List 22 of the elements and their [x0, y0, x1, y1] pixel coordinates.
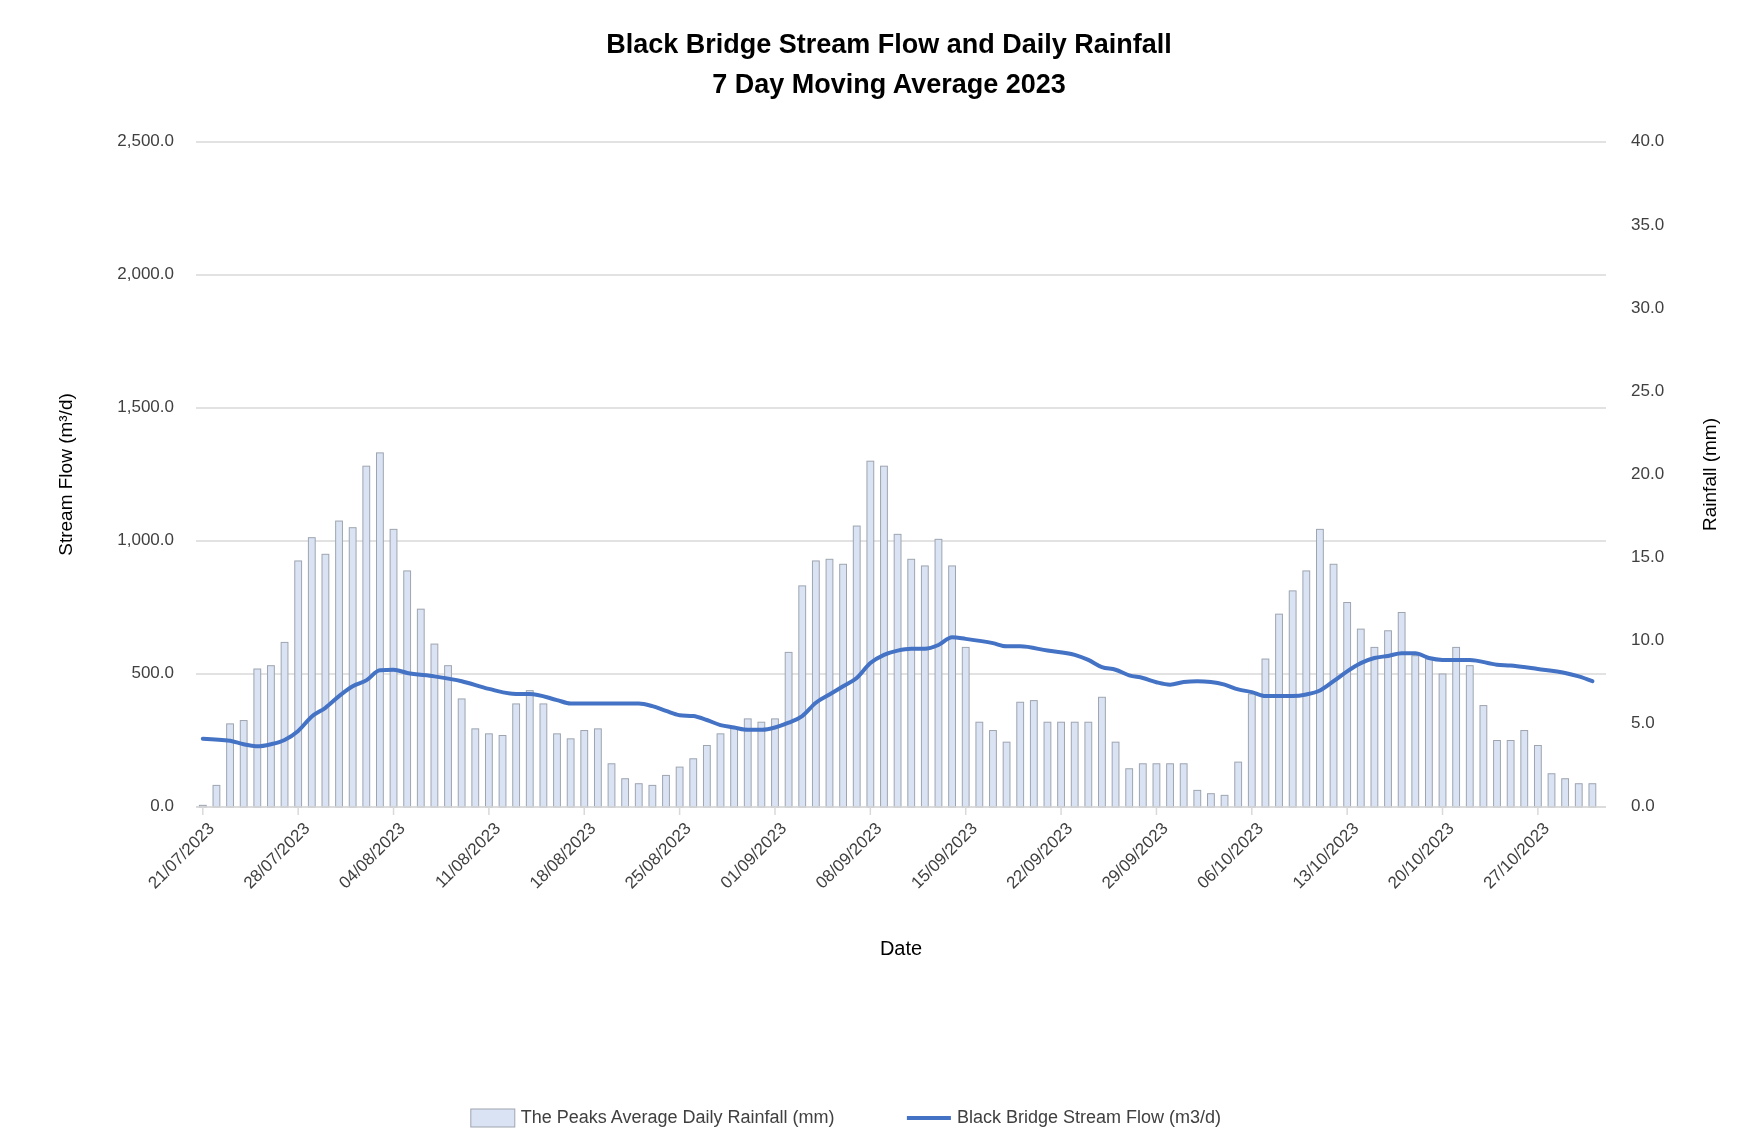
y2-tick-label: 25.0	[1631, 380, 1665, 400]
legend-label: The Peaks Average Daily Rainfall (mm)	[520, 1106, 835, 1127]
y2-tick-label: 10.0	[1631, 630, 1665, 650]
x-axis-title: Date	[879, 937, 923, 959]
y2-tick-label: 35.0	[1631, 214, 1665, 234]
y2-tick-label: 5.0	[1631, 713, 1655, 733]
y-tick-label: 1,000.0	[117, 530, 174, 550]
y2-tick-label: 40.0	[1631, 131, 1665, 151]
y2-axis-title: Rainfall (mm)	[1699, 418, 1720, 531]
y-tick-label: 0.0	[150, 796, 174, 816]
y2-tick-label: 20.0	[1631, 463, 1665, 483]
chart-subtitle: 7 Day Moving Average 2023	[712, 69, 1066, 99]
y-tick-label: 500.0	[131, 663, 174, 683]
y2-tick-label: 0.0	[1631, 796, 1655, 816]
chart-title: Black Bridge Stream Flow and Daily Rainfall	[606, 29, 1172, 59]
y-tick-label: 2,000.0	[117, 264, 174, 284]
y-tick-label: 2,500.0	[117, 131, 174, 151]
y2-tick-label: 30.0	[1631, 297, 1665, 317]
y-axis-title: Stream Flow (m³/d)	[55, 393, 76, 556]
legend-label: Black Bridge Stream Flow (m3/d)	[956, 1106, 1221, 1127]
y2-tick-label: 15.0	[1631, 547, 1665, 567]
y-tick-label: 1,500.0	[117, 397, 174, 417]
